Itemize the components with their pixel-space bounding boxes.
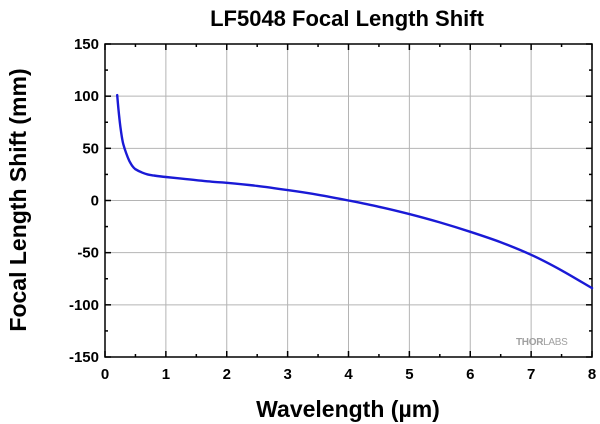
x-tick-label: 4 <box>344 366 353 383</box>
y-tick-label: 50 <box>82 140 99 157</box>
y-tick-label: 0 <box>91 193 99 210</box>
axis-ticks <box>104 43 593 358</box>
y-tick-label: 150 <box>74 36 99 53</box>
x-tick-label: 8 <box>588 366 596 383</box>
thorlabs-watermark: THORLABS <box>516 337 568 348</box>
x-tick-labels: 0 1 2 3 4 5 6 7 8 <box>101 366 596 383</box>
y-tick-labels: 150 100 50 0 -50 -100 -150 <box>69 36 99 366</box>
y-tick-label: 100 <box>74 88 99 105</box>
watermark-light: LABS <box>543 337 568 348</box>
chart-title: LF5048 Focal Length Shift <box>210 6 484 31</box>
x-tick-label: 7 <box>527 366 535 383</box>
series-line <box>116 93 594 290</box>
y-axis-label: Focal Length Shift (mm) <box>5 68 31 331</box>
x-tick-label: 2 <box>223 366 231 383</box>
y-tick-label: -150 <box>69 349 99 366</box>
x-tick-label: 5 <box>405 366 413 383</box>
x-tick-label: 1 <box>162 366 170 383</box>
y-tick-label: -100 <box>69 297 99 314</box>
watermark-bold: THOR <box>516 337 544 348</box>
grid <box>105 44 592 357</box>
series-group <box>116 93 594 290</box>
x-axis-label: Wavelength (µm) <box>256 396 440 422</box>
y-tick-label: -50 <box>77 245 99 262</box>
x-tick-label: 6 <box>466 366 474 383</box>
x-tick-label: 3 <box>283 366 291 383</box>
x-tick-label: 0 <box>101 366 109 383</box>
